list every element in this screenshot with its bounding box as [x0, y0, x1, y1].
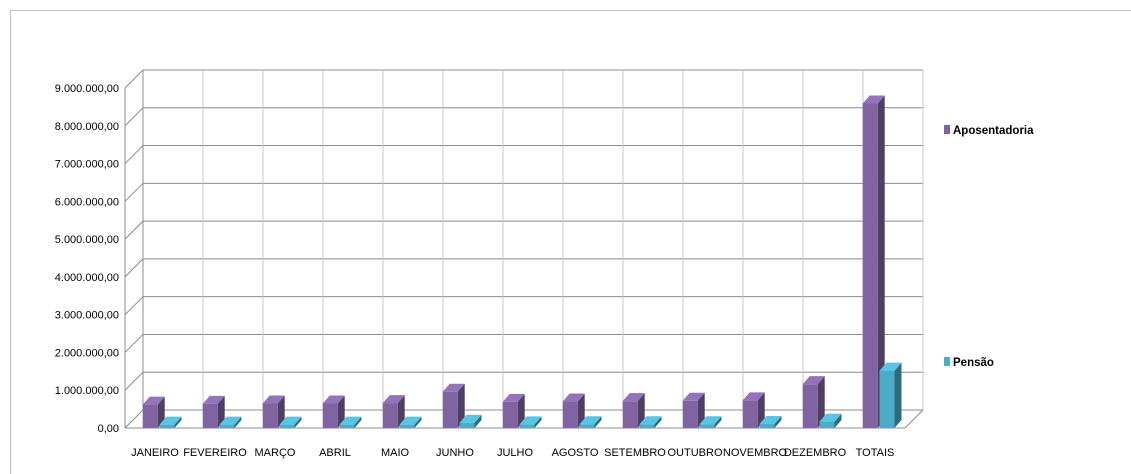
bar-pensao [699, 416, 722, 428]
legend-label: Pensão [953, 357, 994, 369]
chart-frame [10, 10, 1131, 474]
bar-pensao [219, 416, 242, 428]
x-tick-label: DEZEMBRO [784, 447, 847, 459]
x-tick-label: MARÇO [255, 447, 296, 459]
gridline-depth [124, 334, 144, 353]
floor-edge [904, 409, 924, 429]
bar-pensao [819, 413, 842, 428]
gridline-depth [124, 371, 144, 391]
bar-aposentadoria [442, 383, 465, 428]
bar-pensao [879, 362, 902, 428]
y-tick-label: 1.000.000,00 [55, 385, 119, 397]
x-tick-label: ABRIL [319, 447, 351, 459]
y-tick-label: 9.000.000,00 [55, 83, 119, 95]
gridline-depth [124, 69, 144, 89]
x-tick-label: JUNHO [436, 447, 474, 459]
x-tick-label: TOTAIS [856, 447, 895, 459]
gridline-depth [124, 296, 144, 316]
x-tick-label: FEVEREIRO [183, 447, 247, 459]
bar-pensao [519, 416, 542, 428]
gridline-depth [124, 409, 144, 429]
bar-aposentadoria [262, 395, 285, 428]
bar-aposentadoria [202, 395, 225, 428]
x-tick-label: OUTUBRO [668, 447, 723, 459]
y-tick-label: 6.000.000,00 [55, 196, 119, 208]
bar-pensao [159, 416, 182, 428]
legend-swatch [944, 357, 950, 366]
legend-swatch [944, 125, 950, 134]
x-tick-label: JANEIRO [131, 447, 179, 459]
legend-label: Aposentadoria [953, 125, 1034, 137]
y-tick-label: 7.000.000,00 [55, 159, 119, 171]
bar-pensao [639, 416, 662, 428]
bar-pensao [339, 416, 362, 428]
bar-aposentadoria [682, 392, 705, 428]
bar-pensao [279, 416, 302, 428]
gridline-depth [124, 145, 144, 164]
x-tick-label: AGOSTO [552, 447, 599, 459]
bar-aposentadoria [322, 395, 345, 428]
y-tick-label: 8.000.000,00 [55, 121, 119, 133]
gridline-depth [124, 107, 144, 127]
bar-aposentadoria [622, 393, 645, 428]
gridline-depth [124, 220, 144, 240]
bar-aposentadoria [382, 395, 405, 428]
x-tick-label: JULHO [497, 447, 534, 459]
y-tick-label: 0,00 [98, 423, 119, 435]
bar-aposentadoria [142, 396, 165, 428]
y-tick-label: 4.000.000,00 [55, 272, 119, 284]
bar-pensao [459, 414, 482, 428]
x-tick-label: MAIO [381, 447, 410, 459]
bar-aposentadoria [742, 392, 765, 428]
bar-aposentadoria [862, 95, 885, 428]
gridline-depth [124, 258, 144, 278]
bar-pensao [399, 416, 422, 428]
bar-pensao [759, 416, 782, 428]
y-tick-label: 5.000.000,00 [55, 234, 119, 246]
x-tick-label: NOVEMBRO [723, 447, 788, 459]
bar-pensao [579, 416, 602, 428]
y-tick-label: 3.000.000,00 [55, 310, 119, 322]
bar-aposentadoria [562, 393, 585, 428]
bar-aposentadoria [502, 393, 525, 428]
y-tick-label: 2.000.000,00 [55, 347, 119, 359]
bar-aposentadoria [802, 376, 825, 428]
gridline-depth [124, 182, 144, 202]
x-tick-label: SETEMBRO [604, 447, 666, 459]
